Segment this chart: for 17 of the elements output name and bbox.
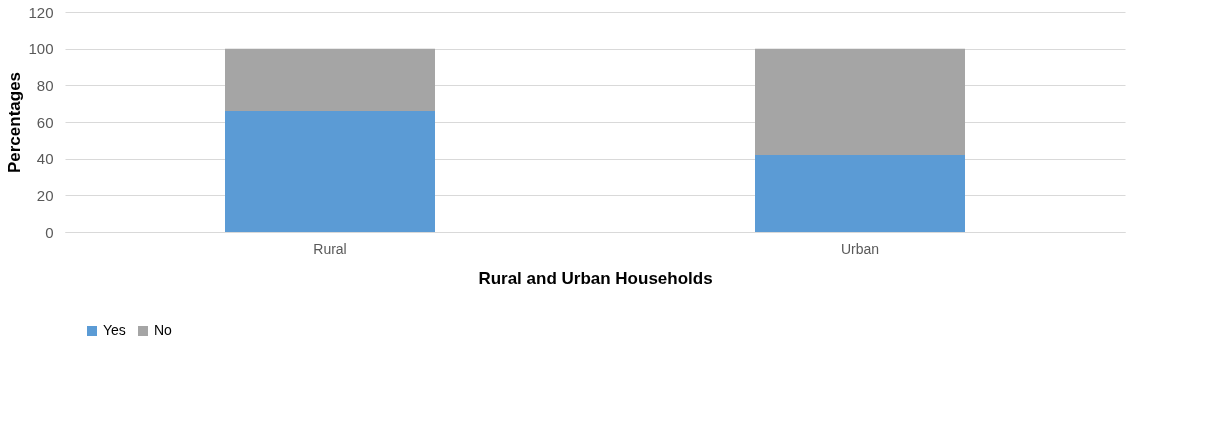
bar [225, 48, 435, 111]
y-tick-label: 40 [36, 150, 54, 168]
y-tick-label: 0 [45, 223, 54, 241]
x-axis-title: Rural and Urban Households [478, 268, 713, 288]
y-axis-title: Percentages [5, 71, 25, 174]
y-tick-label: 80 [36, 76, 54, 94]
x-tick-label: Urban [840, 240, 880, 257]
bar [755, 48, 965, 155]
legend-label: Yes [103, 322, 126, 338]
y-tick-label: 20 [36, 186, 54, 204]
bar [755, 155, 965, 232]
y-tick-label: 100 [28, 40, 54, 58]
legend-label: No [154, 322, 173, 338]
y-tick-label: 60 [36, 113, 54, 131]
y-tick-label: 120 [28, 3, 54, 21]
x-tick-label: Rural [313, 240, 347, 257]
bar [225, 111, 435, 232]
